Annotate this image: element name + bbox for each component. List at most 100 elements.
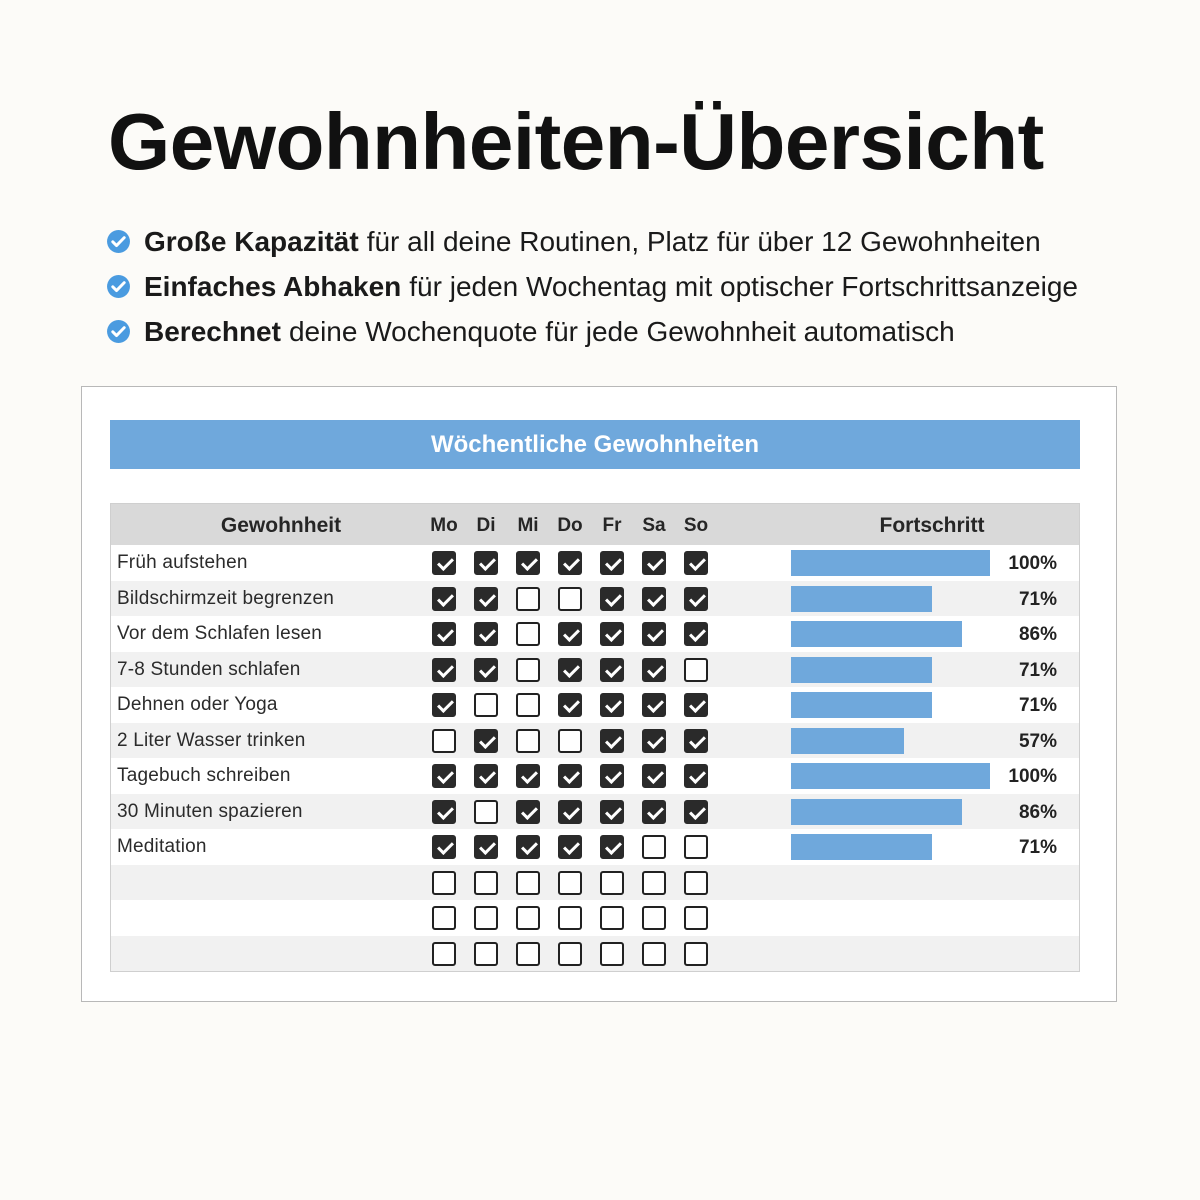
day-checkbox-checked[interactable]	[516, 799, 540, 824]
day-checkbox[interactable]	[642, 941, 666, 966]
day-checkbox-checked[interactable]	[684, 728, 708, 753]
day-checkbox-checked[interactable]	[600, 693, 624, 717]
day-checkbox-checked[interactable]	[558, 799, 582, 824]
day-checkbox[interactable]	[558, 586, 582, 611]
habit-name[interactable]: 7-8 Stunden schlafen	[117, 658, 301, 680]
day-checkbox-checked[interactable]	[684, 799, 708, 824]
day-checkbox[interactable]	[516, 693, 540, 717]
day-checkbox[interactable]	[600, 941, 624, 966]
day-checkbox[interactable]	[516, 728, 540, 753]
day-checkbox[interactable]	[684, 657, 708, 682]
day-checkbox-checked[interactable]	[474, 764, 498, 788]
day-checkbox-checked[interactable]	[516, 551, 540, 575]
day-checkbox[interactable]	[432, 941, 456, 966]
day-checkbox-checked[interactable]	[600, 622, 624, 646]
day-checkbox-checked[interactable]	[684, 764, 708, 788]
day-checkbox[interactable]	[516, 622, 540, 646]
day-checkbox[interactable]	[642, 870, 666, 895]
day-checkbox[interactable]	[558, 728, 582, 753]
day-checkbox[interactable]	[516, 586, 540, 611]
day-checkbox-checked[interactable]	[684, 586, 708, 611]
feature-item: Große Kapazität für all deine Routinen, …	[106, 219, 1078, 264]
day-checkbox-checked[interactable]	[558, 835, 582, 859]
habit-name[interactable]: Bildschirmzeit begrenzen	[117, 587, 335, 609]
day-checkbox[interactable]	[516, 906, 540, 930]
day-checkbox[interactable]	[474, 799, 498, 824]
day-checkbox[interactable]	[516, 657, 540, 682]
day-checkbox[interactable]	[432, 906, 456, 930]
day-checkbox-checked[interactable]	[558, 764, 582, 788]
day-checkbox[interactable]	[642, 835, 666, 859]
day-checkbox-checked[interactable]	[558, 693, 582, 717]
day-checkbox[interactable]	[474, 693, 498, 717]
day-checkbox-checked[interactable]	[432, 799, 456, 824]
day-checkbox-checked[interactable]	[642, 622, 666, 646]
day-checkbox-checked[interactable]	[600, 551, 624, 575]
day-checkbox[interactable]	[684, 906, 708, 930]
progress-percent: 86%	[1018, 624, 1057, 645]
day-checkbox[interactable]	[684, 870, 708, 895]
day-checkbox-checked[interactable]	[642, 728, 666, 753]
table-row: Meditation 71%	[111, 829, 1079, 865]
day-checkbox-checked[interactable]	[516, 835, 540, 859]
day-checkbox-checked[interactable]	[642, 764, 666, 788]
habit-name[interactable]: Früh aufstehen	[117, 552, 248, 573]
day-checkbox-checked[interactable]	[642, 657, 666, 682]
day-header: Di	[476, 515, 496, 536]
day-checkbox[interactable]	[474, 906, 498, 930]
day-checkbox-checked[interactable]	[432, 835, 456, 859]
day-checkbox-checked[interactable]	[558, 622, 582, 646]
habit-name[interactable]: Vor dem Schlafen lesen	[117, 623, 323, 644]
habit-name[interactable]: 30 Minuten spazieren	[117, 800, 303, 822]
progress-bar	[791, 834, 932, 860]
day-checkbox-checked[interactable]	[642, 586, 666, 611]
day-checkbox[interactable]	[642, 906, 666, 930]
day-checkbox-checked[interactable]	[432, 693, 456, 717]
day-checkbox[interactable]	[432, 728, 456, 753]
day-checkbox-checked[interactable]	[600, 728, 624, 753]
day-checkbox[interactable]	[474, 870, 498, 895]
day-checkbox-checked[interactable]	[684, 551, 708, 575]
habit-name[interactable]: 2 Liter Wasser trinken	[117, 729, 306, 751]
day-checkbox-checked[interactable]	[642, 693, 666, 717]
day-checkbox-checked[interactable]	[558, 551, 582, 575]
day-checkbox[interactable]	[600, 906, 624, 930]
habit-name[interactable]: Meditation	[117, 836, 207, 857]
day-checkbox-checked[interactable]	[432, 764, 456, 788]
day-checkbox[interactable]	[558, 941, 582, 966]
day-checkbox-checked[interactable]	[600, 799, 624, 824]
day-checkbox-checked[interactable]	[642, 799, 666, 824]
day-checkbox[interactable]	[558, 906, 582, 930]
day-checkbox-checked[interactable]	[684, 693, 708, 717]
day-checkbox[interactable]	[558, 870, 582, 895]
day-checkbox-checked[interactable]	[600, 586, 624, 611]
day-checkbox-checked[interactable]	[474, 728, 498, 753]
day-checkbox[interactable]	[684, 835, 708, 859]
habit-name[interactable]: Tagebuch schreiben	[117, 765, 291, 786]
day-checkbox[interactable]	[432, 870, 456, 895]
day-checkbox-checked[interactable]	[600, 764, 624, 788]
day-checkbox[interactable]	[600, 870, 624, 895]
day-checkbox-checked[interactable]	[600, 657, 624, 682]
day-checkbox-checked[interactable]	[642, 551, 666, 575]
day-checkbox-checked[interactable]	[474, 835, 498, 859]
day-checkbox[interactable]	[684, 941, 708, 966]
day-checkbox-checked[interactable]	[684, 622, 708, 646]
day-checkbox-checked[interactable]	[558, 657, 582, 682]
day-checkbox-checked[interactable]	[516, 764, 540, 788]
feature-list: Große Kapazität für all deine Routinen, …	[106, 219, 1078, 354]
habit-name[interactable]: Dehnen oder Yoga	[117, 694, 278, 715]
day-checkbox-checked[interactable]	[432, 586, 456, 611]
day-checkbox-checked[interactable]	[432, 622, 456, 646]
day-checkbox[interactable]	[474, 941, 498, 966]
table-row	[111, 900, 1079, 936]
day-checkbox-checked[interactable]	[474, 586, 498, 611]
day-checkbox[interactable]	[516, 870, 540, 895]
day-checkbox[interactable]	[516, 941, 540, 966]
day-checkbox-checked[interactable]	[432, 657, 456, 682]
day-checkbox-checked[interactable]	[474, 657, 498, 682]
day-checkbox-checked[interactable]	[432, 551, 456, 575]
day-checkbox-checked[interactable]	[474, 622, 498, 646]
day-checkbox-checked[interactable]	[600, 835, 624, 859]
day-checkbox-checked[interactable]	[474, 551, 498, 575]
